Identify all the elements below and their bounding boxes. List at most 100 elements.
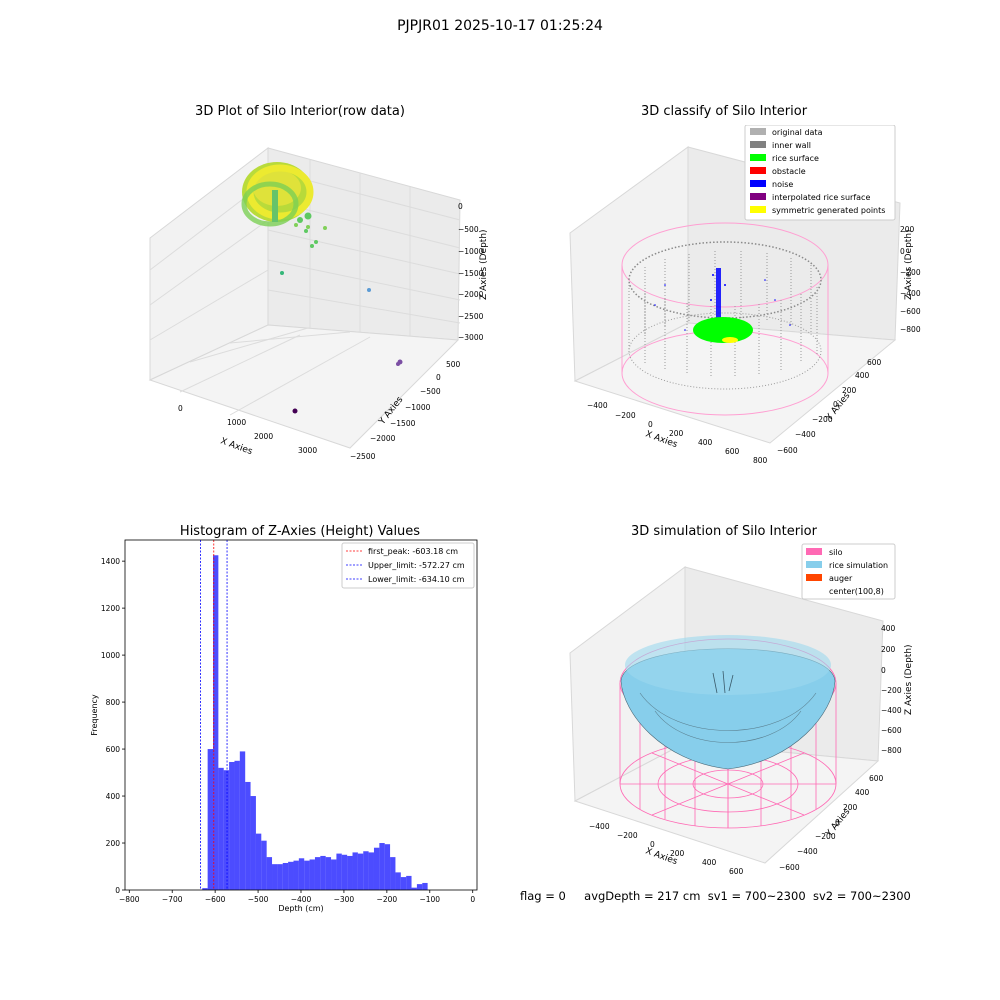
svg-text:−200: −200 [815, 832, 836, 841]
svg-text:−200: −200 [812, 415, 833, 424]
histogram-bar [384, 844, 391, 890]
histogram-bar [314, 857, 321, 890]
svg-text:200: 200 [881, 645, 896, 654]
svg-text:−800: −800 [900, 325, 921, 334]
histogram-y-tick-label: 600 [106, 745, 121, 754]
histogram-bar [234, 760, 240, 890]
svg-text:−1000: −1000 [405, 403, 431, 412]
simulation-rice-surface [620, 635, 836, 770]
raw-silo-ring [241, 162, 314, 227]
svg-text:−1500: −1500 [390, 419, 416, 428]
histogram-bar [266, 857, 273, 890]
legend-label: Upper_limit: -572.27 cm [368, 561, 465, 570]
classify-plot-title: 3D classify of Silo Interior [640, 104, 808, 119]
avg-depth-text: avgDepth = 217 cm [584, 889, 701, 903]
raw-grid [149, 159, 461, 416]
svg-text:600: 600 [725, 447, 740, 456]
histogram-x-ticks: −800 −700 −600 −500 −400 −300 −200 −100 0 [119, 890, 475, 904]
raw-plot-title: 3D Plot of Silo Interior(row data) [195, 104, 405, 119]
histogram-bar [255, 833, 262, 890]
histogram-bar [309, 859, 315, 890]
histogram-bar [207, 749, 213, 890]
svg-text:−500: −500 [420, 387, 441, 396]
svg-text:−600: −600 [900, 307, 921, 316]
histogram-bar [298, 858, 305, 890]
svg-text:200: 200 [843, 803, 858, 812]
svg-text:200: 200 [670, 849, 685, 858]
svg-text:600: 600 [729, 867, 744, 876]
svg-text:0: 0 [436, 373, 441, 382]
histogram-bar [245, 781, 251, 890]
svg-text:3000: 3000 [298, 446, 317, 455]
legend-label: inner wall [772, 141, 811, 150]
simulation-ticks: 400 200 0 −200 −400 −600 −800 −400 −200 … [589, 624, 902, 876]
raw-ticks: 0 −500 −1000 −1500 −2000 −2500 −3000 0 1… [178, 202, 484, 461]
histogram-title: Histogram of Z-Axies (Height) Values [179, 524, 421, 539]
histogram-bar [282, 862, 289, 890]
histogram-y-tick-label: 1200 [101, 604, 120, 613]
histogram-bar [239, 751, 246, 890]
svg-text:−200: −200 [617, 831, 638, 840]
raw-xlabel: X Axies [219, 436, 254, 457]
svg-text:600: 600 [869, 774, 884, 783]
svg-text:−600: −600 [777, 446, 798, 455]
figure-title: PJPJR01 2025-10-17 01:25:24 [397, 18, 603, 34]
svg-text:200: 200 [842, 386, 857, 395]
svg-text:400: 400 [702, 858, 717, 867]
histogram-bar [223, 770, 230, 890]
svg-text:−2000: −2000 [370, 434, 396, 443]
svg-text:−600: −600 [779, 863, 800, 872]
histogram-x-tick-label: −300 [334, 895, 355, 904]
legend-label: noise [772, 180, 793, 189]
histogram-bar [422, 882, 428, 890]
svg-text:400: 400 [881, 624, 896, 633]
histogram-x-tick-label: 0 [470, 895, 475, 904]
svg-text:400: 400 [855, 788, 870, 797]
histogram-bar [411, 887, 417, 890]
svg-text:−2500: −2500 [458, 312, 484, 321]
svg-text:−500: −500 [458, 225, 479, 234]
histogram-bar [202, 888, 208, 890]
svg-text:0: 0 [178, 404, 183, 413]
histogram-x-tick-label: −700 [162, 895, 183, 904]
flag-text: flag = 0 [520, 889, 566, 903]
histogram-bar [368, 852, 374, 890]
histogram-bar [379, 843, 385, 890]
histogram-bar [406, 875, 412, 890]
legend-label: symmetric generated points [772, 206, 885, 215]
svg-text:2000: 2000 [254, 432, 273, 441]
histogram-x-tick-label: −600 [205, 895, 226, 904]
legend-label: auger [829, 574, 853, 583]
classify-noise [654, 268, 791, 331]
simulation-ylabel: Y Axies [824, 807, 853, 840]
legend-label: center(100,8) [829, 587, 884, 596]
legend-label: interpolated rice surface [772, 193, 870, 202]
svg-text:−2000: −2000 [458, 290, 484, 299]
histogram-y-tick-label: 1000 [101, 651, 120, 660]
histogram-x-tick-label: −200 [377, 895, 398, 904]
histogram-bar [336, 853, 342, 890]
histogram-bar [325, 857, 332, 890]
histogram-bar [390, 857, 396, 890]
legend-swatch-rice [750, 154, 766, 161]
histogram-bar [277, 864, 283, 890]
svg-text:−400: −400 [587, 401, 608, 410]
svg-text:200: 200 [669, 429, 684, 438]
histogram-bar [400, 877, 407, 890]
svg-text:−400: −400 [795, 430, 816, 439]
legend-swatch-silo [806, 548, 822, 555]
classify-symmetric-points [722, 337, 738, 343]
legend-label: rice surface [772, 154, 819, 163]
sv2-text: sv2 = 700~2300 [812, 889, 911, 903]
classify-zlabel: Z Axies (Depth) [904, 229, 914, 300]
svg-text:−200: −200 [615, 411, 636, 420]
classify-legend: original data inner wall rice surface ob… [744, 125, 896, 221]
histogram-x-tick-label: −800 [119, 895, 140, 904]
histogram-y-ticks: 0 200 400 600 800 1000 1200 1400 [101, 557, 125, 895]
legend-label: silo [829, 548, 843, 557]
legend-swatch-interpolated [750, 193, 766, 200]
svg-text:800: 800 [753, 456, 768, 465]
legend-swatch-original [750, 128, 766, 135]
histogram-bar [416, 884, 423, 890]
histogram-x-tick-label: −100 [419, 895, 440, 904]
